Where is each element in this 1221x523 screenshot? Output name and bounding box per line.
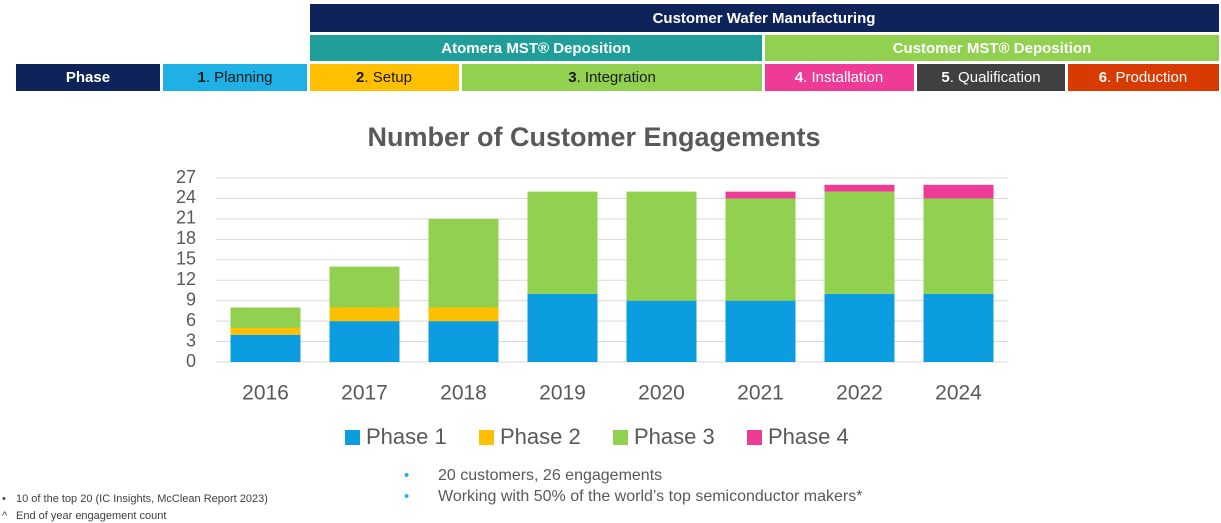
bullet: Working with 50% of the world’s top semi… [438, 488, 862, 505]
phase-label: Phase [66, 69, 110, 86]
bullets: • 20 customers, 26 engagements • Working… [404, 467, 862, 505]
legend-swatch [345, 430, 360, 445]
x-tick-label: 2017 [341, 382, 388, 405]
bar-segment [923, 184, 994, 199]
bar-segment [824, 293, 895, 362]
bar-segment [824, 191, 895, 294]
y-tick-label: 3 [186, 330, 196, 350]
legend-label: Phase 4 [768, 424, 849, 449]
bar-segment [923, 293, 994, 362]
bar-segment [428, 321, 499, 362]
bar-segment [329, 307, 400, 322]
bar-segment [725, 198, 796, 301]
legend-swatch [613, 430, 628, 445]
header-cell [765, 35, 1219, 61]
header-cell [310, 64, 459, 91]
x-tick-label: 2018 [440, 382, 487, 405]
legend-swatch [479, 430, 494, 445]
group-label: Customer MST® Deposition [893, 40, 1092, 57]
header-cell [310, 4, 1219, 32]
bullet-dot: • [404, 488, 409, 505]
bar-segment [230, 307, 301, 328]
bar-segment [329, 321, 400, 362]
footnote: End of year engagement count [16, 510, 166, 522]
group-label: Atomera MST® Deposition [441, 40, 630, 57]
bar-segment [824, 184, 895, 192]
header-cell [917, 64, 1065, 91]
footnote-marker: • [2, 493, 6, 505]
bar-segment [527, 191, 598, 294]
x-tick-label: 2016 [242, 382, 289, 405]
y-tick-label: 6 [186, 310, 196, 330]
x-tick-label: 2020 [638, 382, 685, 405]
header-cell [1068, 64, 1219, 91]
legend-swatch [747, 430, 762, 445]
x-tick-label: 2019 [539, 382, 586, 405]
bullet: 20 customers, 26 engagements [438, 467, 662, 484]
header-cell [765, 64, 914, 91]
phase-cell: 5. Qualification [941, 69, 1040, 86]
y-tick-label: 0 [186, 351, 196, 371]
y-tick-label: 21 [176, 208, 196, 228]
header-title: Customer Wafer Manufacturing [653, 10, 876, 27]
footnote-marker: ^ [2, 510, 8, 522]
bar-segment [230, 327, 301, 335]
x-tick-label: 2022 [836, 382, 883, 405]
y-tick-label: 15 [176, 249, 196, 269]
bar-segment [230, 334, 301, 362]
y-tick-label: 9 [186, 289, 196, 309]
phase-cell: 4. Installation [795, 69, 883, 86]
x-tick-label: 2024 [935, 382, 982, 405]
header-cell [16, 64, 160, 91]
x-tick-label: 2021 [737, 382, 784, 405]
phase-cell: 6. Production [1099, 69, 1187, 86]
bar-segment [626, 191, 697, 301]
header-cell [163, 64, 307, 91]
phase-cell: 1. Planning [197, 69, 272, 86]
bar-segment [428, 307, 499, 322]
header-cell [310, 35, 762, 61]
y-tick-label: 18 [176, 228, 196, 248]
legend-label: Phase 1 [366, 424, 447, 449]
bar-segment [428, 218, 499, 308]
bar-segment [626, 300, 697, 362]
phase-cell: 2. Setup [356, 69, 412, 86]
legend-label: Phase 3 [634, 424, 715, 449]
phase-cell: 3. Integration [568, 69, 656, 86]
y-tick-label: 24 [176, 187, 196, 207]
bar-segment [725, 191, 796, 199]
bar-segment [923, 198, 994, 294]
bar-segment [725, 300, 796, 362]
bar-segment [329, 266, 400, 308]
footnote: 10 of the top 20 (IC Insights, McClean R… [16, 493, 268, 505]
footnotes: • 10 of the top 20 (IC Insights, McClean… [2, 493, 268, 522]
y-tick-label: 12 [176, 269, 196, 289]
bullet-dot: • [404, 467, 409, 484]
legend-label: Phase 2 [500, 424, 581, 449]
y-tick-label: 27 [176, 167, 196, 187]
header-table: Customer Wafer Manufacturing Atomera MST… [16, 4, 1219, 91]
chart-title: Number of Customer Engagements [367, 122, 820, 152]
bar-segment [527, 293, 598, 362]
header-cell [462, 64, 762, 91]
